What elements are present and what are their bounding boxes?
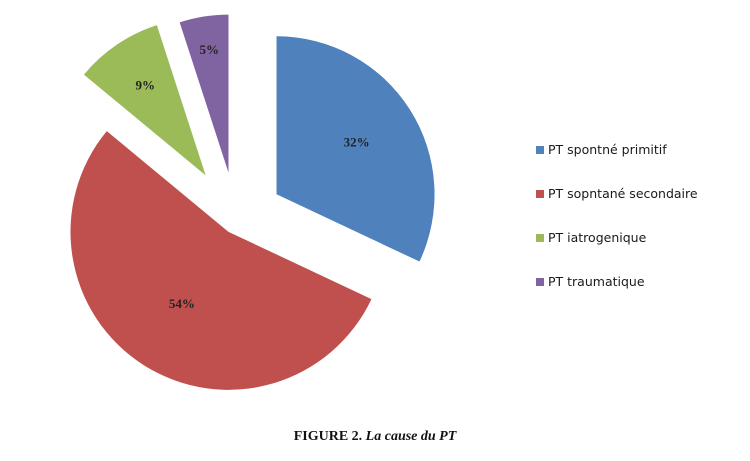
legend-item-iatrogenique: PT iatrogenique [536, 230, 698, 245]
data-label: 32% [344, 134, 370, 149]
pie-chart: 32% 54% 9% 5% [70, 14, 435, 390]
legend-item-spontane-secondaire: PT sopntané secondaire [536, 186, 698, 201]
slice-traumatique [179, 14, 229, 173]
legend-item-spontane-primitif: PT spontné primitif [536, 142, 698, 157]
legend-item-traumatique: PT traumatique [536, 274, 698, 289]
caption-label: FIGURE 2. [293, 429, 363, 444]
figure-caption: FIGURE 2. La cause du PT [0, 429, 750, 445]
slice-spontane-primitif [276, 36, 435, 262]
legend-label: PT spontné primitif [548, 142, 667, 157]
legend-label: PT sopntané secondaire [548, 186, 698, 201]
legend-label: PT traumatique [548, 274, 645, 289]
legend-swatch-red [536, 189, 544, 198]
data-label: 54% [169, 296, 195, 311]
legend-label: PT iatrogenique [548, 230, 647, 245]
legend-swatch-blue [536, 145, 544, 154]
caption-text: La cause du PT [365, 429, 457, 444]
legend-swatch-purple [536, 277, 544, 286]
slice-iatrogenique [83, 25, 206, 176]
slice-spontane-secondaire [70, 131, 372, 390]
legend-swatch-green [536, 233, 544, 242]
data-label: 9% [136, 77, 156, 92]
chart-legend: PT spontné primitif PT sopntané secondai… [536, 142, 698, 318]
data-label: 5% [199, 42, 219, 57]
